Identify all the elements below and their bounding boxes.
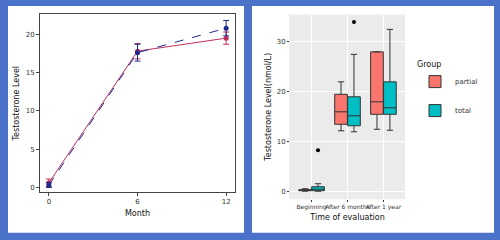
svg-text:Group: Group bbox=[417, 60, 441, 69]
svg-text:20: 20 bbox=[26, 31, 35, 39]
svg-text:30: 30 bbox=[277, 38, 286, 46]
svg-text:partial: partial bbox=[455, 78, 478, 86]
svg-text:Time of evaluation: Time of evaluation bbox=[309, 213, 384, 222]
svg-text:Testosterone Level(nmol/L): Testosterone Level(nmol/L) bbox=[264, 53, 273, 162]
svg-text:After 6 months: After 6 months bbox=[325, 203, 370, 210]
svg-text:20: 20 bbox=[277, 88, 286, 96]
svg-text:5: 5 bbox=[30, 146, 34, 154]
svg-text:After 1 year: After 1 year bbox=[366, 203, 402, 211]
svg-text:15: 15 bbox=[26, 69, 35, 77]
svg-text:6: 6 bbox=[135, 198, 140, 206]
svg-text:10: 10 bbox=[26, 107, 35, 115]
svg-text:0: 0 bbox=[47, 198, 51, 206]
svg-text:0: 0 bbox=[30, 184, 34, 192]
svg-text:12: 12 bbox=[222, 198, 231, 206]
svg-text:Beginning: Beginning bbox=[296, 203, 326, 211]
svg-text:0: 0 bbox=[281, 188, 285, 196]
svg-text:10: 10 bbox=[277, 138, 286, 146]
svg-text:Testosterone Level: Testosterone Level bbox=[12, 66, 21, 142]
svg-text:total: total bbox=[455, 107, 471, 115]
svg-text:Month: Month bbox=[125, 209, 150, 218]
